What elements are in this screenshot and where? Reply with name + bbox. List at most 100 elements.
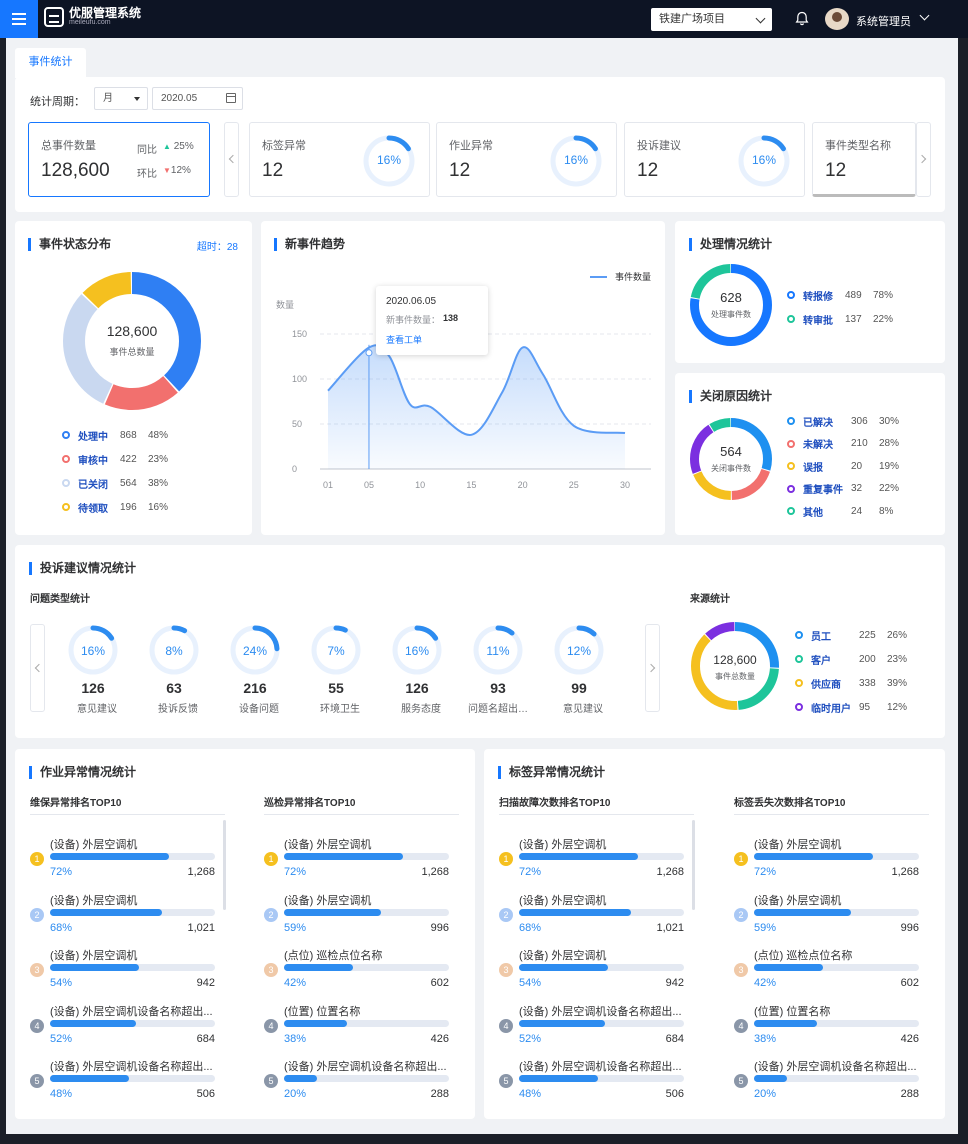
overtime-count[interactable]: 超时：28 [196,242,238,253]
process-card: 处理情况统计 628 处理事件数 转报修 489 78% 转审批 137 22% [675,221,945,363]
legend-dot [62,431,70,439]
kpi-total-value: 128,600 [41,160,110,181]
legend-count: 137 [845,313,862,325]
legend-name: 转报修 [803,291,833,303]
legend-name: 处理中 [78,431,108,443]
legend-pct: 8% [879,505,894,517]
legend-item[interactable]: 转报修 489 78% [787,289,968,303]
legend-count: 422 [120,453,137,465]
legend-item[interactable]: 客户 200 23% [795,653,968,667]
rank-name: (设备) 外层空调机 [754,839,842,851]
ranking-scrollbar[interactable] [223,820,226,910]
legend-name: 已关闭 [78,479,108,491]
legend-item[interactable]: 审核中 422 23% [62,453,262,467]
legend-item[interactable]: 待领取 196 16% [62,501,262,515]
legend-item[interactable]: 其他 24 8% [787,505,968,519]
y-axis-label: 数量 [276,299,294,310]
ranking-scrollbar[interactable] [692,820,695,910]
legend-item[interactable]: 临时用户 95 12% [795,701,968,715]
rank-name: (设备) 外层空调机设备名称超出... [519,1005,682,1018]
rank-bar-fill [50,1075,130,1082]
donut-segment-3 [690,418,772,500]
bell-icon[interactable] [795,11,809,26]
rank-bar [284,964,449,971]
rank-bar [284,1075,449,1082]
legend-dot [795,655,803,663]
rank-count: 1,268 [187,866,215,878]
rank-count: 996 [900,921,919,934]
user-name[interactable]: 系统管理员 [856,16,911,28]
rank-badge: 1 [734,852,748,866]
rank-count: 288 [430,1088,449,1100]
legend-count: 20 [851,460,863,472]
kpi-prev-button[interactable] [224,122,239,197]
ring-progress [230,625,280,675]
problem-type-pct: 8% [165,644,183,658]
user-menu-chevron-icon[interactable] [919,10,930,21]
ring-progress [550,135,602,187]
rank-name: (位置) 位置名称 [754,1005,831,1018]
kpi-type[interactable]: 事件类型名称 12 [812,122,916,197]
menu-icon[interactable] [0,0,38,38]
problem-type-value: 126 [81,680,105,696]
problem-type-ring [230,625,280,675]
close-card: 关闭原因统计 564 关闭事件数 已解决 306 30% 未解决 210 28% 误报 20 1… [675,373,945,535]
legend-name: 临时用户 [811,703,851,715]
kpi-total[interactable]: 总事件数量 128,600 同比 ▲ 25% 环比 ▼12% [28,122,210,197]
ring-progress [311,625,361,675]
trend-chart[interactable]: 0 50 100 150 数量 01 05 10 15 20 25 30 事件数量 [261,221,665,535]
legend-item[interactable]: 已关闭 564 38% [62,477,262,491]
kpi-work[interactable]: 作业异常 12 16% [436,122,617,197]
rank-count: 1,021 [187,921,215,934]
legend-pct: 30% [879,415,900,427]
x-tick-label: 30 [620,480,630,490]
rank-name: (点位) 巡检点位名称 [284,950,383,962]
rank-name: (设备) 外层空调机 [50,839,138,851]
legend-count: 210 [851,438,868,449]
legend-dot [787,462,795,470]
rank-bar-fill [50,964,140,971]
ring-progress [68,625,118,675]
rank-bar-fill [519,853,638,860]
rank-bar [519,1019,684,1027]
legend-pct: 23% [148,453,169,465]
legend-item[interactable]: 员工 225 26% [795,629,968,643]
close-total-label: 关闭事件数 [711,464,751,473]
period-type-select[interactable]: 月 [94,87,148,110]
ranking-title: 维保异常排名TOP10 [30,798,122,809]
ring-progress [149,625,199,675]
rank-bar-fill [50,853,169,860]
types-prev-button[interactable] [30,624,45,712]
view-ticket-link[interactable]: 查看工单 [386,335,423,345]
rank-bar-fill [519,1019,605,1027]
chevron-left-icon [34,663,44,673]
tab-event-stats[interactable]: 事件统计 [15,48,86,78]
problem-type-pct: 16% [80,644,106,658]
types-next-button[interactable] [645,624,660,712]
legend-pct: 78% [873,289,894,301]
legend-item[interactable]: 未解决 210 28% [787,438,968,451]
rank-bar [754,1075,919,1082]
legend-item[interactable]: 转审批 137 22% [787,313,968,327]
kpi-tag[interactable]: 标签异常 12 16% [249,122,430,197]
legend-item[interactable]: 处理中 868 48% [62,429,262,443]
project-select[interactable]: 铁建广场项目 [651,8,772,31]
legend-item[interactable]: 已解决 306 30% [787,415,968,429]
problem-type-name: 问题名超出宽度 [468,704,536,715]
legend-item[interactable]: 供应商 338 39% [795,677,968,691]
kpi-complaint[interactable]: 投诉建议 12 16% [624,122,805,197]
rank-count: 1,021 [656,921,684,934]
problem-type-value: 63 [166,680,182,696]
legend-item[interactable]: 重复事件 32 22% [787,483,968,496]
rank-bar-fill [519,964,609,971]
legend-item[interactable]: 误报 20 19% [787,460,968,474]
problem-type-name: 投诉反馈 [158,704,198,715]
date-picker[interactable]: 2020.05 [152,87,243,110]
problem-type-value: 93 [490,680,506,696]
legend-count: 225 [859,629,876,641]
source-donut [691,622,779,710]
kpi-next-button[interactable] [916,122,931,197]
avatar[interactable] [825,8,849,30]
top-bar: 优服管理系统 meileufu.com 铁建广场项目 系统管理员 [0,0,968,38]
rank-name: (设备) 外层空调机 [50,894,138,907]
